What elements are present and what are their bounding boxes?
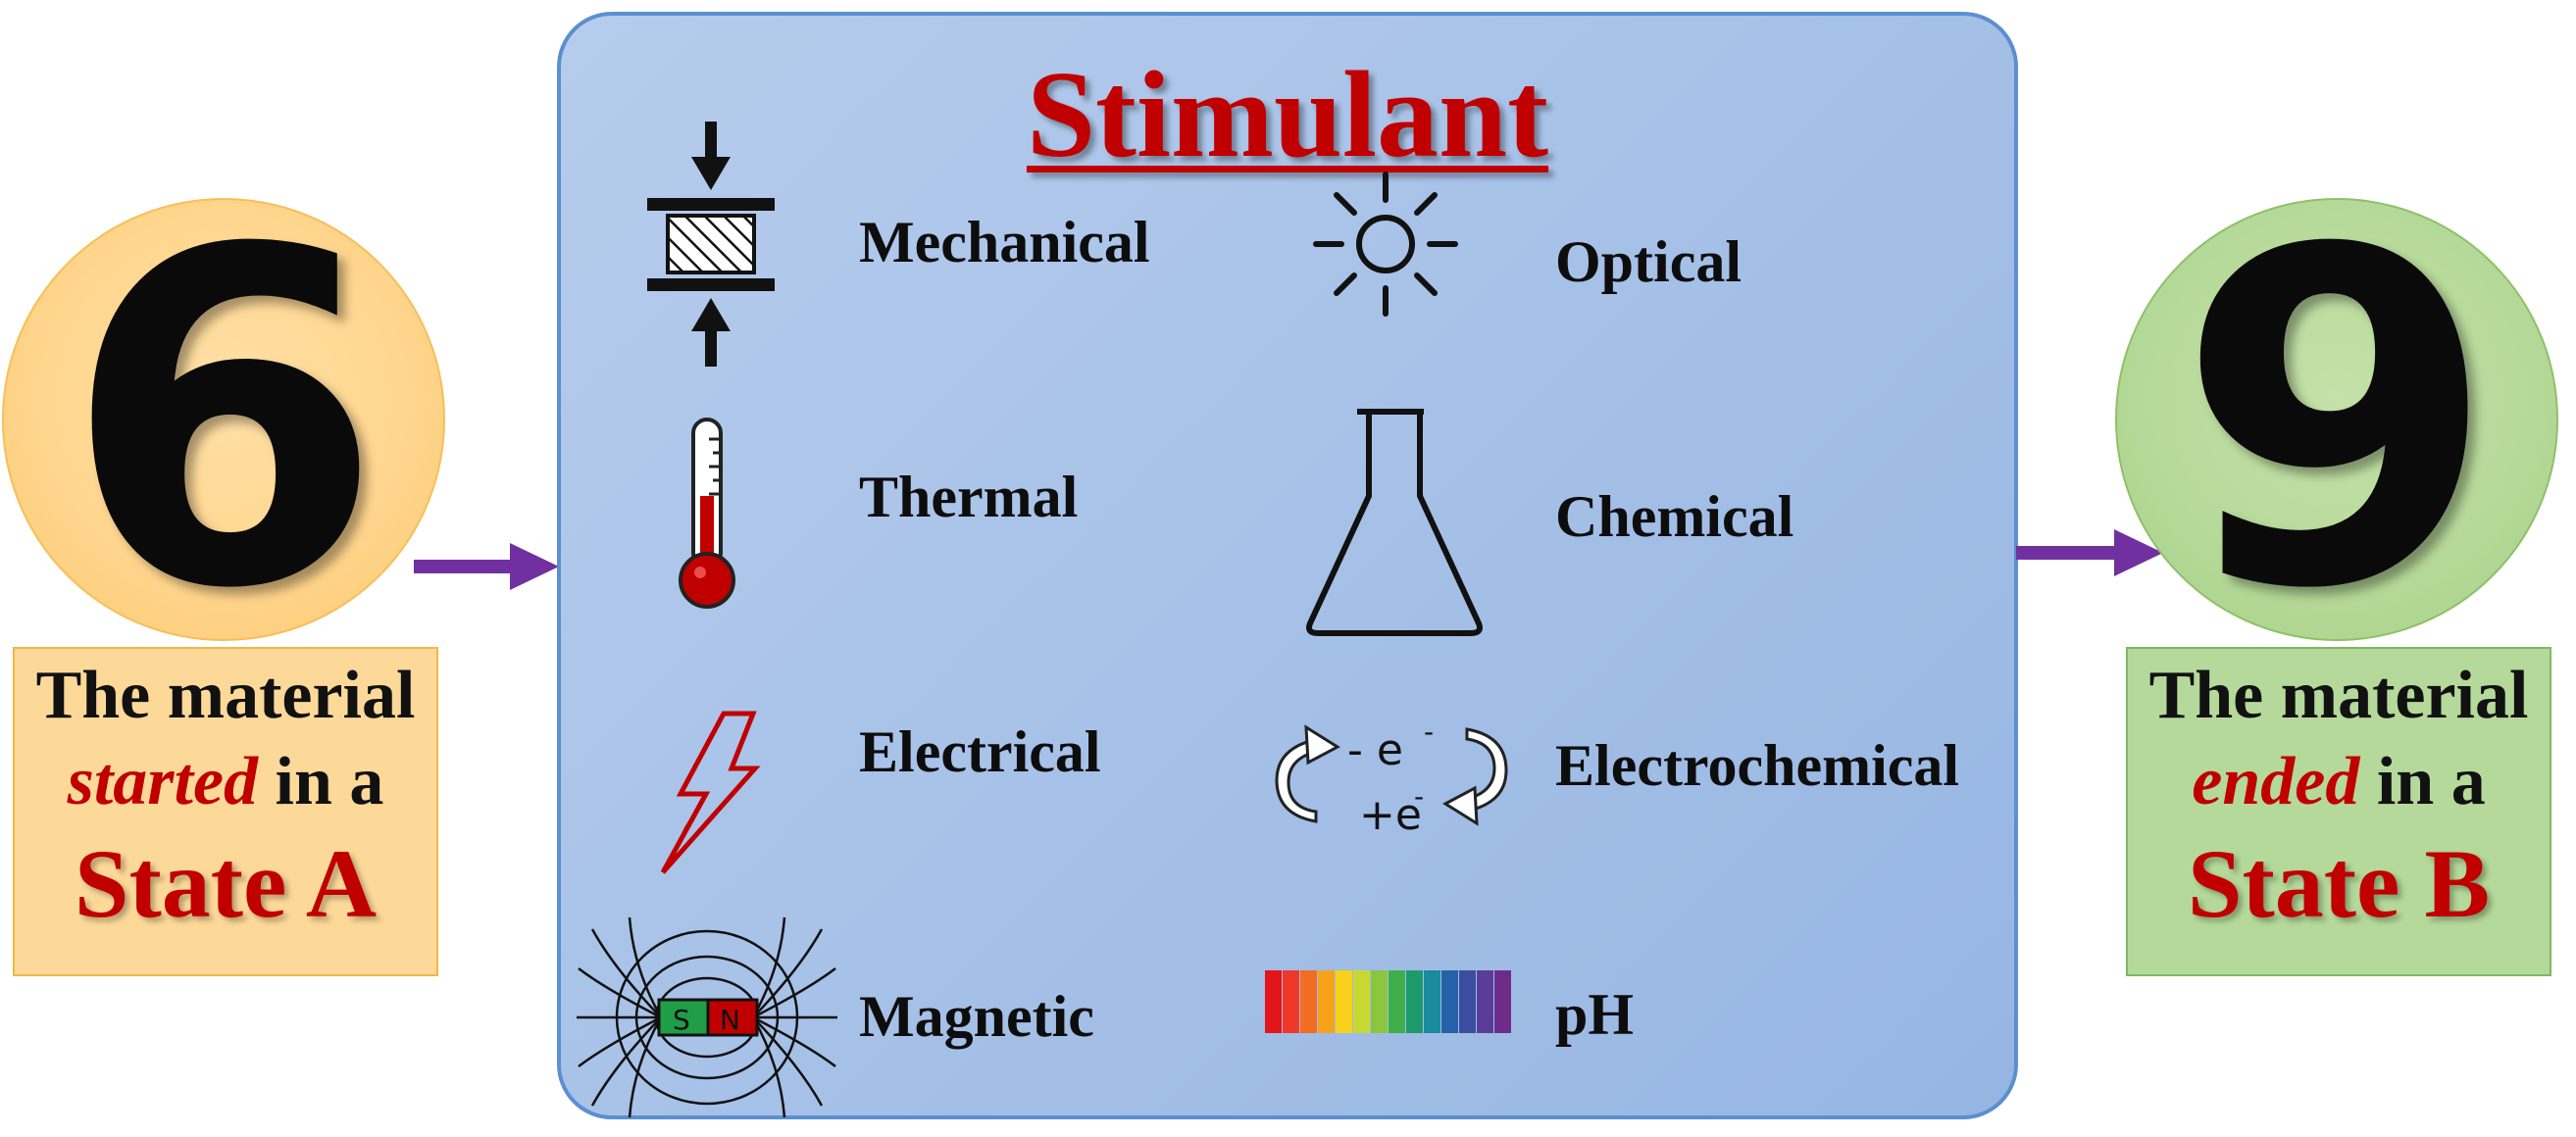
ph-spectrum-icon bbox=[1265, 970, 1520, 1033]
lightning-icon bbox=[655, 710, 763, 876]
end-state-label: State B bbox=[2187, 829, 2491, 938]
start-state-line2: started in a bbox=[15, 739, 436, 825]
magnet-field-icon: S N bbox=[575, 910, 839, 1125]
sun-icon bbox=[1312, 171, 1459, 318]
stimulus-label-mechanical: Mechanical bbox=[859, 210, 1150, 274]
start-state-line1: The material bbox=[35, 658, 416, 733]
start-state-line2-rest: in a bbox=[258, 744, 384, 819]
magnet-north-label: N bbox=[720, 1004, 740, 1036]
stimulus-label-electrical: Electrical bbox=[859, 719, 1101, 784]
end-state-line1: The material bbox=[2148, 658, 2529, 733]
stimulus-label-ph: pH bbox=[1555, 982, 1635, 1047]
electrochem-top-text: - e bbox=[1347, 725, 1403, 775]
start-state-circle: 6 bbox=[2, 153, 445, 689]
end-state-line2-rest: in a bbox=[2359, 744, 2486, 819]
start-state-number: 6 bbox=[63, 153, 384, 689]
stimulus-label-chemical: Chemical bbox=[1555, 484, 1794, 549]
start-state-box: The material started in a State A bbox=[13, 647, 438, 976]
start-state-label: State A bbox=[74, 829, 378, 938]
magnet-south-label: S bbox=[673, 1004, 690, 1036]
input-arrow bbox=[414, 543, 559, 590]
end-state-box: The material ended in a State B bbox=[2126, 647, 2551, 976]
stimulus-label-thermal: Thermal bbox=[859, 465, 1079, 529]
stimulant-panel: Stimulant Mechanical bbox=[557, 12, 2018, 1119]
flask-icon bbox=[1302, 406, 1489, 641]
electrochem-top-sup: - bbox=[1424, 716, 1434, 748]
end-state-line2: ended in a bbox=[2128, 739, 2550, 825]
electrochem-bottom-text: +e bbox=[1359, 790, 1422, 840]
stimulus-label-magnetic: Magnetic bbox=[859, 984, 1094, 1049]
panel-title: Stimulant bbox=[1026, 47, 1549, 183]
electron-cycle-icon: - e - +e - bbox=[1269, 702, 1514, 849]
stimulus-label-optical: Optical bbox=[1555, 229, 1742, 294]
end-state-number: 9 bbox=[2176, 153, 2498, 689]
stimulus-label-electrochemical: Electrochemical bbox=[1555, 733, 1960, 798]
end-state-circle: 9 bbox=[2115, 153, 2558, 689]
start-state-emphasis: started bbox=[67, 744, 259, 819]
compression-icon bbox=[647, 122, 775, 367]
end-state-emphasis: ended bbox=[2192, 744, 2360, 819]
electrochem-bottom-sup: - bbox=[1414, 780, 1424, 813]
thermometer-icon bbox=[673, 418, 741, 614]
